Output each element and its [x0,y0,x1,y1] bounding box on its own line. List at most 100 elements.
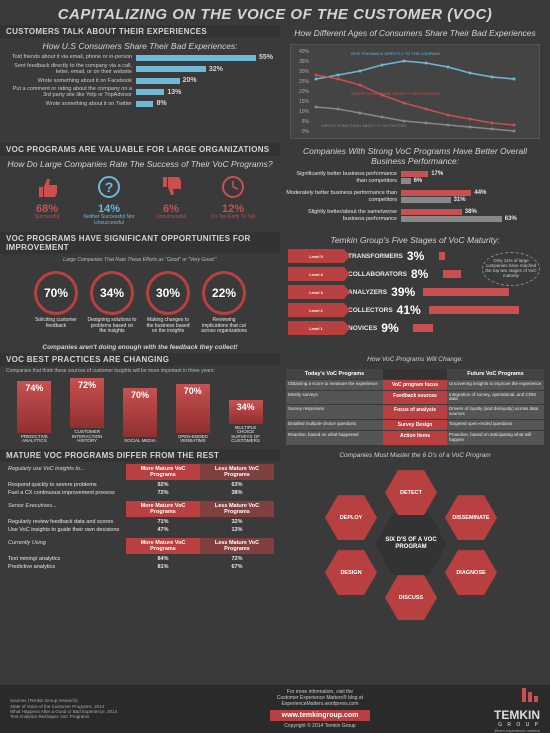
thumb-stat: ?14%Neither Successful Nor Unsuccessful [82,175,136,226]
circle-label: Making changes to the business based on … [143,318,193,335]
hex-node: DESIGN [325,550,377,595]
hbar-row: Wrote something about it on Twitter8% [0,99,280,108]
circle-ring: 70% [34,271,78,315]
change-l: Obtaining a score to measure the experie… [286,380,383,390]
mat-row: Text mining/ analytics84%72% [6,555,274,563]
perf-row: Significantly better business performanc… [280,168,550,187]
change-m: VoC program focus [383,380,447,390]
stage-pct: 8% [411,267,439,281]
stage-bar [413,324,433,332]
hbar-row: Put a comment or rating about the compan… [0,85,280,99]
change-row: Obtaining a score to measure the experie… [286,380,544,390]
thumb-stat: 6%Unsuccessful [144,175,198,226]
url: www.temkingroup.com [270,710,371,721]
section-1-right: How Different Ages of Consumers Share Th… [280,25,550,143]
vbar-label: MULTIPLE CHOICE SURVEYS OF CUSTOMERS [227,426,265,444]
vbar-pct: 70% [176,386,210,396]
thumb-stat: 68%Successful [20,175,74,226]
stage-bar [443,270,461,278]
s3-sub: Large Companies That Rate These Efforts … [0,254,280,265]
change-r: Drivers of loyalty (and disloyalty) acro… [447,405,544,419]
s2-sub: How Do Large Companies Rate The Success … [0,156,280,171]
footer-mid: For more information, visit theCustomer … [170,689,470,729]
stage-tag: Level 3 [288,285,344,299]
stage-pct: 39% [391,285,419,299]
hbar-value: 32% [206,66,223,73]
hbar-bar [136,55,256,61]
hbar-label: Wrote something about it on Facebook [6,78,136,84]
hex-center: SIX D'S OF A VOC PROGRAM [375,513,447,575]
s3r-sub: Temkin Group's Five Stages of VoC Maturi… [280,232,550,247]
hbar-value: 20% [180,77,197,84]
hbar-value: 13% [164,89,181,96]
s3-head: VOC PROGRAMS HAVE SIGNIFICANT OPPORTUNIT… [0,232,280,254]
section-5-left: MATURE VOC PROGRAMS DIFFER FROM THE REST… [0,449,280,619]
mat-row: Respond quickly to severe problems92%63% [6,481,274,489]
mat-row: Predictive analytics81%67% [6,563,274,571]
stage-row: Level 2COLLECTORS41% [280,301,550,319]
change-r: Uncovering insights to improve the exper… [447,380,544,390]
change-r: Integration of survey, operational, and … [447,391,544,405]
circle-stat: 30%Making changes to the business based … [143,271,193,335]
s4-sub: Companies that think these sources of cu… [0,366,280,376]
change-hdr: Today's VoC ProgramsFuture VoC Programs [286,369,544,379]
stage-name: TRANSFORMERS [348,253,403,260]
section-3-right: Temkin Group's Five Stages of VoC Maturi… [280,232,550,353]
svg-text:30%: 30% [299,69,310,75]
hbar-row: Sent feedback directly to the company vi… [0,62,280,76]
svg-text:GIVE FEEDBACK DIRECTLY TO THE: GIVE FEEDBACK DIRECTLY TO THE COMPANY [351,51,441,56]
change-l: Mostly surveys [286,391,383,405]
stage-bar [439,252,446,260]
svg-text:WROTE SOMETHING ABOUT IT ON TW: WROTE SOMETHING ABOUT IT ON TWITTER [321,123,406,128]
hbar-bar [136,66,206,72]
svg-text:40%: 40% [299,49,310,55]
vbar: 34% MULTIPLE CHOICE SURVEYS OF CUSTOMERS [227,400,265,444]
vbar-label: CUSTOMER INTERACTION HISTORY [68,430,106,444]
vbar: 70%OPEN-ENDED VERBATIMS [174,384,212,444]
change-m: Survey Design [383,420,447,430]
s1r-sub: How Different Ages of Consumers Share Th… [280,25,550,40]
vbar: 74%PREDICTIVE ANALYTICS [15,381,53,444]
svg-text:20%: 20% [299,89,310,95]
hbar-row: Told friends about it via email, phone o… [0,53,280,62]
hbar-label: Told friends about it via email, phone o… [6,54,136,60]
svg-text:WROTE SOMETHING ABOUT IT ON FA: WROTE SOMETHING ABOUT IT ON FACEBOOK [351,91,441,96]
hbar-label: Sent feedback directly to the company vi… [6,63,136,75]
vbar: 70%SOCIAL MEDIA [121,388,159,444]
mat-group: Senior Executives...More Mature VoC Prog… [0,499,280,536]
thumb-icon [159,175,183,199]
s2r-sub: Companies With Strong VoC Programs Have … [280,143,550,168]
change-row: Reactive, based on what happenedAction I… [286,431,544,445]
mat-hdr: Regularly use VoC insights to...More Mat… [6,464,274,480]
section-2-left: VOC PROGRAMS ARE VALUABLE FOR LARGE ORGA… [0,143,280,232]
perf-bars: 17%6% [401,170,544,185]
circle-ring: 34% [90,271,134,315]
perf-label: Slightly better/about the same/worse bus… [286,209,401,221]
vbar-label: PREDICTIVE ANALYTICS [15,435,53,444]
vbar: 72%CUSTOMER INTERACTION HISTORY [68,378,106,444]
thumb-label: Neither Successful Nor Unsuccessful [82,215,136,226]
logo-icon [480,686,540,706]
stage-tag: Level 2 [288,303,344,317]
change-row: Survey responsesFocus of analysisDrivers… [286,405,544,419]
hex-node: DETECT [385,470,437,515]
change-l: Detailed multiple-choice questions [286,420,383,430]
circle-label: Designing solutions to problems based on… [87,318,137,335]
logo: TEMKIN G R O U P When experience matters [470,686,540,733]
stage-pct: 3% [407,249,435,263]
stage-name: COLLECTORS [348,307,393,314]
change-m: Focus of analysis [383,405,447,419]
main-title: CAPITALIZING ON THE VOICE OF THE CUSTOME… [0,0,550,25]
vbar-pct: 70% [123,390,157,400]
stage-row: Level 1NOVICES9% [280,319,550,337]
mat-hdr: Currently UsingMore Mature VoC ProgramsL… [6,538,274,554]
perf-bars: 44%31% [401,189,544,204]
hbar-bar [136,78,180,84]
section-5-right: Companies Must Master the 6 D's of a VoC… [280,449,550,619]
section-2-right: Companies With Strong VoC Programs Have … [280,143,550,232]
change-m: Action Items [383,431,447,445]
hbar-bar [136,89,164,95]
sources: Sources (Temkin Group research):State of… [10,698,170,720]
change-m: Feedback sources [383,391,447,405]
vbar-pct: 34% [229,402,263,412]
